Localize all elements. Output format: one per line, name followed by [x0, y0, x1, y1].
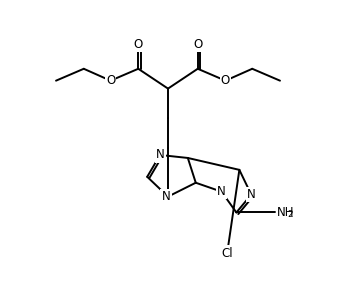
Text: NH: NH: [277, 206, 294, 219]
Text: O: O: [221, 74, 230, 87]
Text: N: N: [247, 188, 256, 201]
Text: O: O: [193, 38, 202, 51]
Text: 2: 2: [287, 210, 293, 219]
Text: N: N: [217, 185, 226, 198]
Text: O: O: [134, 38, 143, 51]
Text: N: N: [156, 148, 165, 161]
Text: O: O: [106, 74, 115, 87]
Text: N: N: [162, 190, 170, 203]
Text: Cl: Cl: [222, 247, 233, 260]
